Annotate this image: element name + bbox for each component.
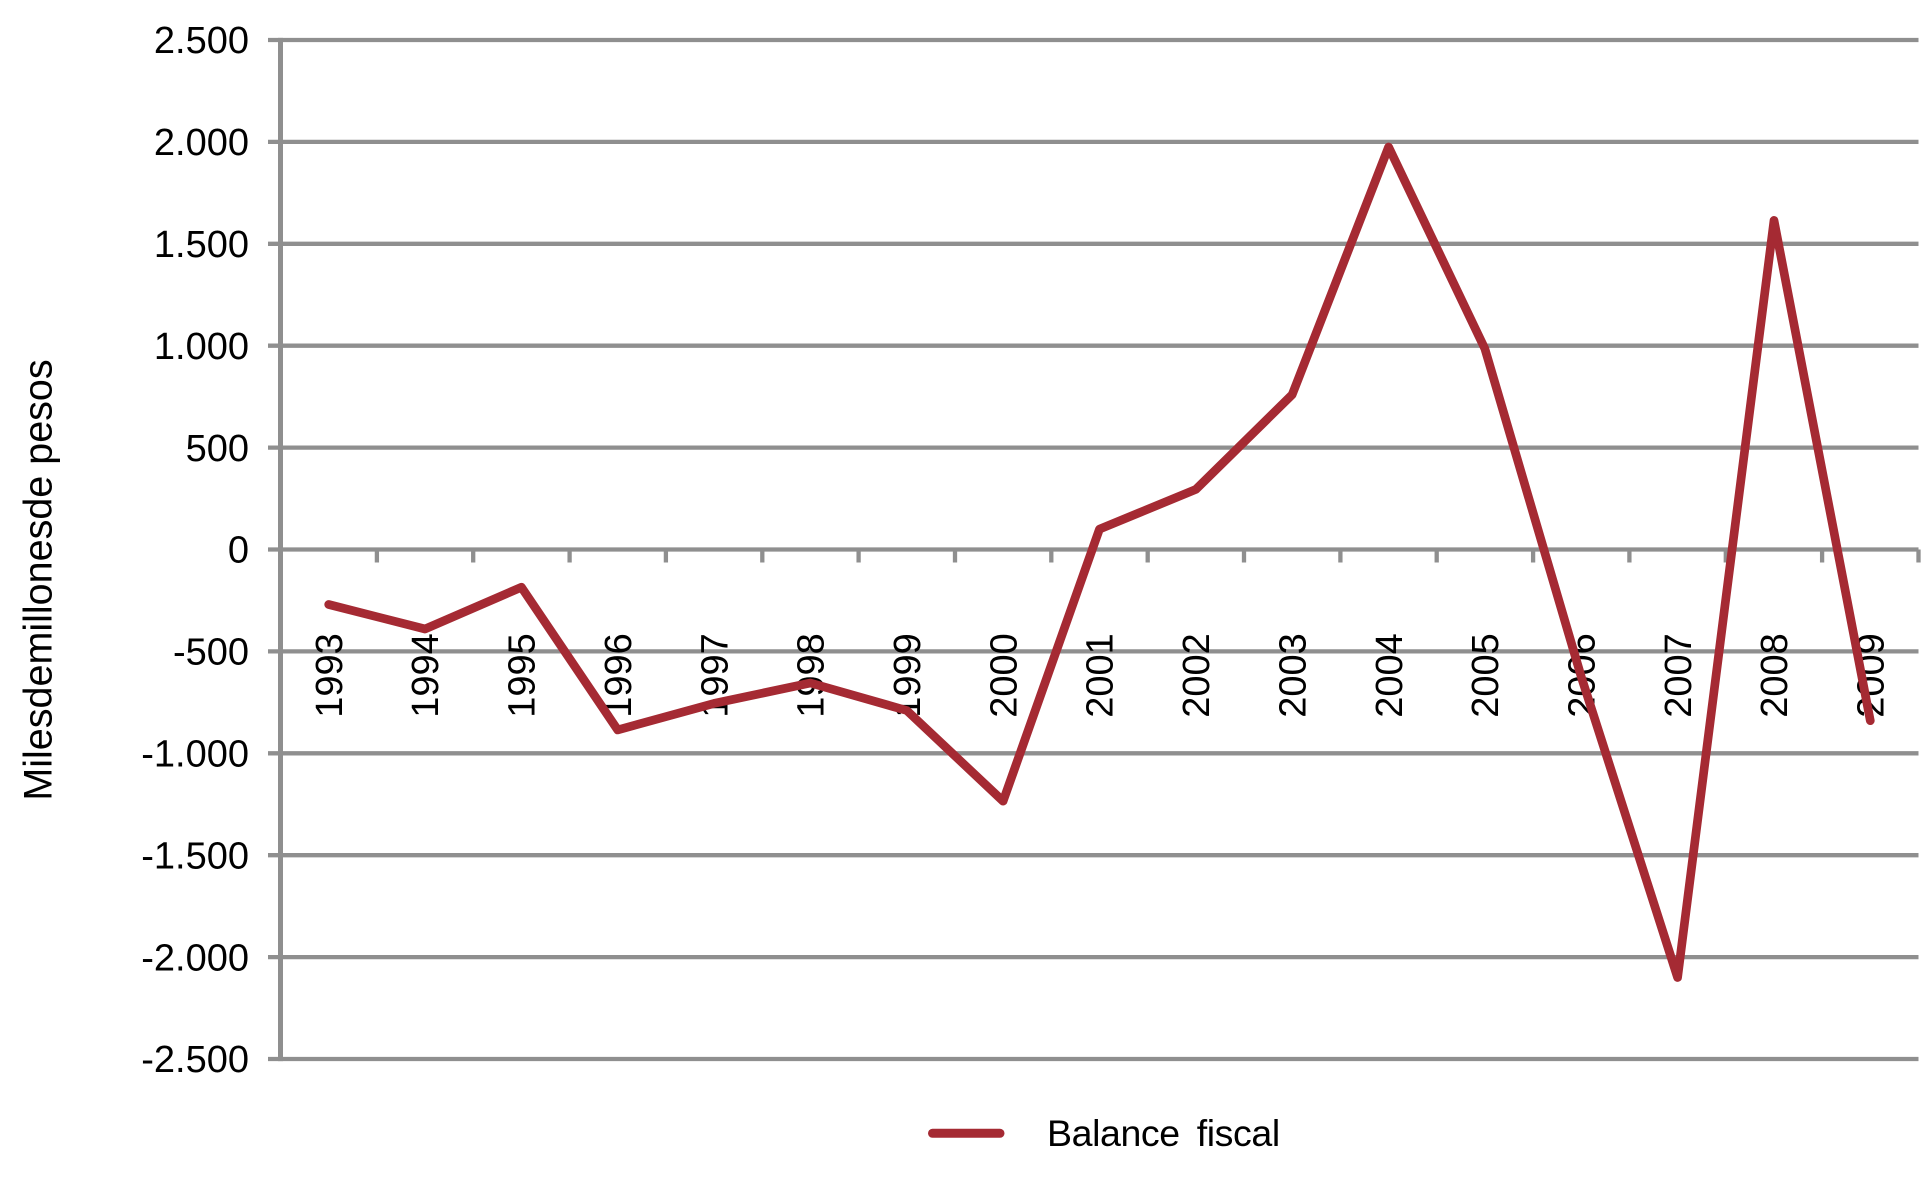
svg-text:Milesdemillonesde pesos: Milesdemillonesde pesos (16, 359, 60, 800)
svg-text:0: 0 (228, 530, 249, 572)
svg-text:-500: -500 (173, 632, 249, 674)
svg-text:2000: 2000 (983, 633, 1025, 718)
svg-text:1.000: 1.000 (154, 326, 249, 368)
svg-text:2005: 2005 (1465, 633, 1507, 718)
svg-text:2.000: 2.000 (154, 122, 249, 164)
svg-text:Balance fiscal: Balance fiscal (1047, 1112, 1280, 1154)
svg-text:2003: 2003 (1272, 633, 1314, 718)
svg-text:1.500: 1.500 (154, 224, 249, 266)
svg-text:-2.500: -2.500 (141, 1039, 249, 1081)
svg-text:-2.000: -2.000 (141, 937, 249, 979)
svg-text:2004: 2004 (1369, 633, 1411, 718)
svg-text:2008: 2008 (1754, 633, 1796, 718)
svg-text:500: 500 (186, 428, 249, 470)
svg-text:-1.500: -1.500 (141, 835, 249, 877)
svg-text:2001: 2001 (1080, 633, 1122, 718)
svg-text:1998: 1998 (791, 633, 833, 718)
svg-text:1995: 1995 (502, 633, 544, 718)
svg-text:2.500: 2.500 (154, 20, 249, 62)
svg-text:-1.000: -1.000 (141, 734, 249, 776)
svg-text:1994: 1994 (405, 633, 447, 718)
svg-text:2007: 2007 (1658, 633, 1700, 718)
svg-text:1993: 1993 (309, 633, 351, 718)
svg-text:2002: 2002 (1176, 633, 1218, 718)
